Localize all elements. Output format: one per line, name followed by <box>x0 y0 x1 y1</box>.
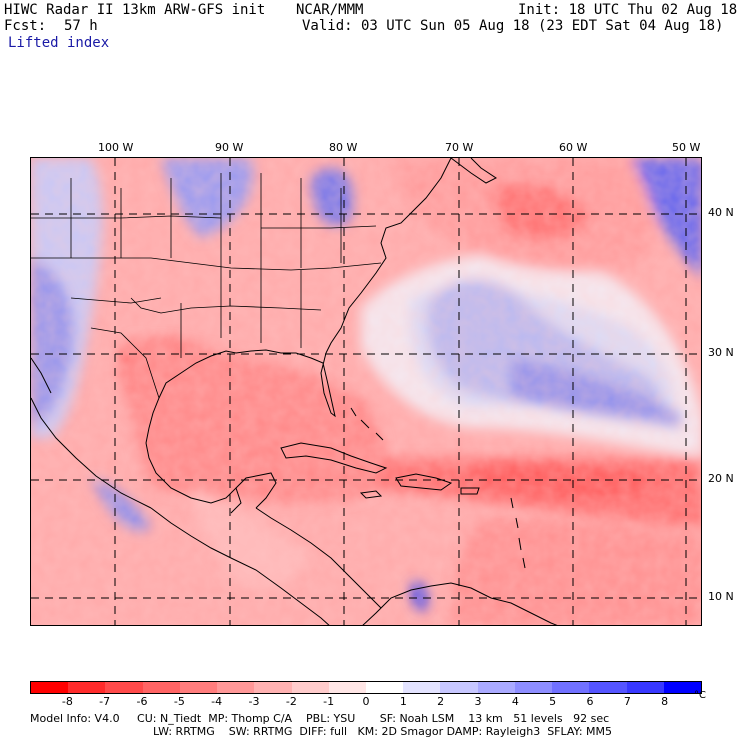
color-swatch <box>403 682 441 693</box>
color-scale-tick: 5 <box>549 695 557 708</box>
lat-label-40n: 40 N <box>708 206 734 219</box>
color-scale-tick: 1 <box>399 695 407 708</box>
model-info-line2: LW: RRTMG SW: RRTMG DIFF: full KM: 2D Sm… <box>153 725 613 738</box>
color-scale-tick: -6 <box>136 695 148 708</box>
color-swatch <box>552 682 590 693</box>
color-scale-tick: -4 <box>211 695 223 708</box>
map-svg <box>31 158 701 625</box>
lon-label-90w: 90 W <box>215 141 244 154</box>
init-time: Init: 18 UTC Thu 02 Aug 18 <box>518 2 738 18</box>
color-swatch <box>440 682 478 693</box>
field-texture <box>31 158 701 625</box>
lat-label-10n: 10 N <box>708 590 734 603</box>
lifted-index-map <box>30 157 702 626</box>
lon-label-60w: 60 W <box>559 141 588 154</box>
color-scale-tick: 4 <box>511 695 519 708</box>
color-scale-tick: -1 <box>323 695 335 708</box>
lat-label-30n: 30 N <box>708 346 734 359</box>
fcst-value: 57 h <box>64 18 98 34</box>
color-scale-tick: -5 <box>173 695 185 708</box>
lon-label-50w: 50 W <box>672 141 701 154</box>
color-swatch <box>105 682 143 693</box>
lon-label-70w: 70 W <box>445 141 474 154</box>
color-swatch <box>477 682 515 693</box>
color-scale-tick: 2 <box>437 695 445 708</box>
color-swatch <box>31 682 69 693</box>
color-swatch <box>514 682 553 693</box>
color-swatch <box>663 682 701 693</box>
model-title: HIWC Radar II 13km ARW-GFS init <box>4 2 266 18</box>
color-scale-tick: 6 <box>586 695 594 708</box>
color-swatch <box>291 682 329 693</box>
color-swatch <box>68 682 106 693</box>
color-swatch <box>142 682 180 693</box>
lon-label-80w: 80 W <box>329 141 358 154</box>
color-scale-tick: -8 <box>61 695 73 708</box>
lat-label-20n: 20 N <box>708 472 734 485</box>
color-scale-tick: 0 <box>362 695 370 708</box>
color-scale-tick: -2 <box>285 695 297 708</box>
color-swatch <box>328 682 366 693</box>
lon-label-100w: 100 W <box>98 141 134 154</box>
unit-label: °C <box>694 690 706 701</box>
color-swatch <box>179 682 218 693</box>
borders <box>31 173 382 399</box>
model-info-line1: Model Info: V4.0 CU: N_Tiedt MP: Thomp C… <box>30 712 610 725</box>
coastlines <box>31 158 558 625</box>
color-swatch <box>365 682 404 693</box>
color-scale-tick: 3 <box>474 695 482 708</box>
color-scale-tick: -7 <box>99 695 111 708</box>
color-scale-tick: 7 <box>623 695 631 708</box>
valid-time: Valid: 03 UTC Sun 05 Aug 18 (23 EDT Sat … <box>302 18 724 34</box>
color-swatch <box>217 682 255 693</box>
fcst-label: Fcst: <box>4 18 47 34</box>
color-scale-tick: -3 <box>248 695 260 708</box>
color-scale-bar <box>30 681 702 694</box>
field-name: Lifted index <box>8 35 110 51</box>
lat-lon-grid <box>31 158 701 625</box>
color-swatch <box>626 682 664 693</box>
color-scale-tick: 8 <box>661 695 669 708</box>
color-swatch <box>589 682 627 693</box>
color-swatch <box>254 682 292 693</box>
org-label: NCAR/MMM <box>296 2 364 18</box>
